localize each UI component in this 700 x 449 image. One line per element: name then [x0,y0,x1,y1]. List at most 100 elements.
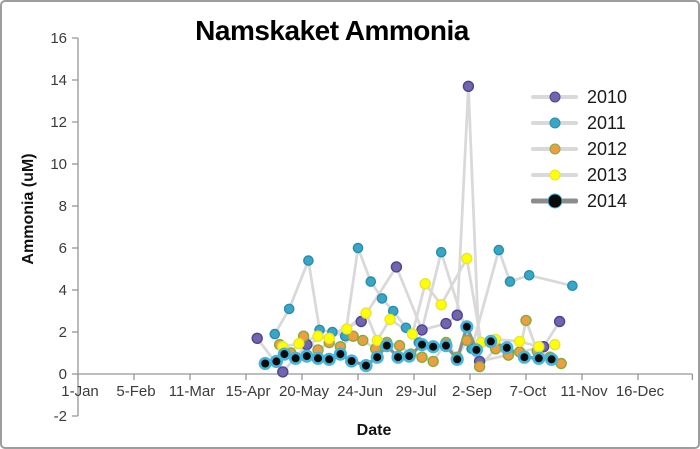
series-2014-point [289,351,303,365]
series-2010-point [553,315,566,328]
series-2014-point [544,352,559,366]
series-2014-point [484,334,498,349]
y-tick-label: 2 [59,324,67,341]
series-2012-point [520,314,532,327]
x-tick-label: 5-Feb [116,383,155,400]
series-2011-point [365,276,377,287]
y-tick-label: 14 [50,72,67,89]
series-2011-point [400,322,412,334]
series-2011-point [567,280,578,292]
series-2014-point [500,341,514,355]
series-2013-point [384,313,396,326]
series-2014-point [258,356,272,371]
legend-label-2010: 2010 [587,87,628,107]
series-2014-point [359,359,373,373]
series-2013-point [533,341,545,353]
legend-dot-2012 [549,143,560,155]
series-2014-point [415,338,429,352]
series-2013-point [360,307,372,319]
series-2011-point [352,242,364,254]
legend: 2010 2011 2012 2013 2014 [531,86,627,212]
series-2010-point [251,332,263,344]
chart-title: Namskaket Ammonia [195,15,469,46]
series-2014-point [322,352,336,366]
series-2013-point [419,278,431,290]
series-2014-point [517,350,532,364]
series-2014-point [269,354,284,369]
series-2011-point [504,276,516,287]
legend-item-2014: 2014 [531,190,627,212]
legend-dot-2014 [547,193,562,209]
legend-marker-2011 [531,112,578,134]
series-2014-point [532,351,546,365]
series-2013-point [435,299,447,311]
legend-item-2012: 2012 [531,138,627,160]
legend-marker-2014 [531,190,578,212]
legend-label-2012: 2012 [587,139,628,159]
series-2010-point [451,309,463,321]
y-tick-label: 8 [59,198,67,215]
series-2014-point [370,350,384,364]
series-2014-point [277,347,292,361]
legend-marker-2012 [531,138,578,160]
x-tick-label: 16-Dec [616,383,665,400]
series-2010-line [255,84,561,374]
series-2011-point [435,246,447,258]
series-2013-point [371,334,383,347]
series-2011-line [273,246,574,351]
series-2010-point [416,324,428,336]
series-2012-point [393,339,406,352]
series-2014-point [439,339,453,353]
series-2014-point [469,343,484,357]
legend-label-2011: 2011 [587,113,626,133]
y-axis-title: Ammonia (uM) [20,153,37,265]
y-tick-label: 10 [50,156,67,173]
legend-item-2011: 2011 [531,112,627,134]
y-tick-label: -2 [54,408,67,425]
series-2011-point [269,328,281,340]
series-2012-point [416,351,428,363]
x-tick-label: 29-Jul [396,383,437,400]
series-2014-point [402,349,416,363]
x-tick-label: 1-Jan [61,383,99,400]
series-2014-point [300,349,314,363]
series-2014-point [345,354,359,368]
legend-marker-2010 [531,86,578,108]
series-2014-point [426,340,440,354]
legend-marker-2013 [531,164,578,186]
x-tick-label: 2-Sep [452,383,492,400]
x-tick-label: 11-Nov [560,383,608,400]
y-tick-label: 12 [50,114,67,131]
series-2012-point [461,334,473,347]
series-2012-point [473,360,486,373]
x-tick-label: 11-Mar [169,383,215,400]
series-2013-point [341,323,353,335]
series-2011-point [303,255,314,266]
x-tick-label: 20-May [279,383,330,400]
legend-item-2010: 2010 [531,86,627,108]
series-2010-point [277,366,289,378]
series-2014-point [450,352,464,366]
series-2014-point [391,350,405,364]
y-tick-label: 0 [59,366,67,383]
series-2014-point [311,351,325,365]
series-2014-point [333,347,348,361]
legend-item-2013: 2013 [531,164,627,186]
series-2011-point [376,293,388,304]
x-axis-title: Date [356,422,392,439]
series-2014-point [460,320,474,334]
series-2010-point [390,261,403,273]
legend-dot-2011 [549,117,560,129]
series-2013-point [461,252,473,265]
y-tick-label: 16 [50,30,67,47]
series-2013-point [513,335,526,348]
series-2012-point [357,334,369,347]
y-tick-label: 6 [59,240,67,257]
x-tick-label: 15-Apr [225,383,270,400]
series-2012-point [347,330,359,342]
series-2011-point [493,244,505,256]
x-tick-label: 24-Jun [337,383,383,400]
series-2011-point [283,303,295,315]
series-2010-point [462,80,475,93]
